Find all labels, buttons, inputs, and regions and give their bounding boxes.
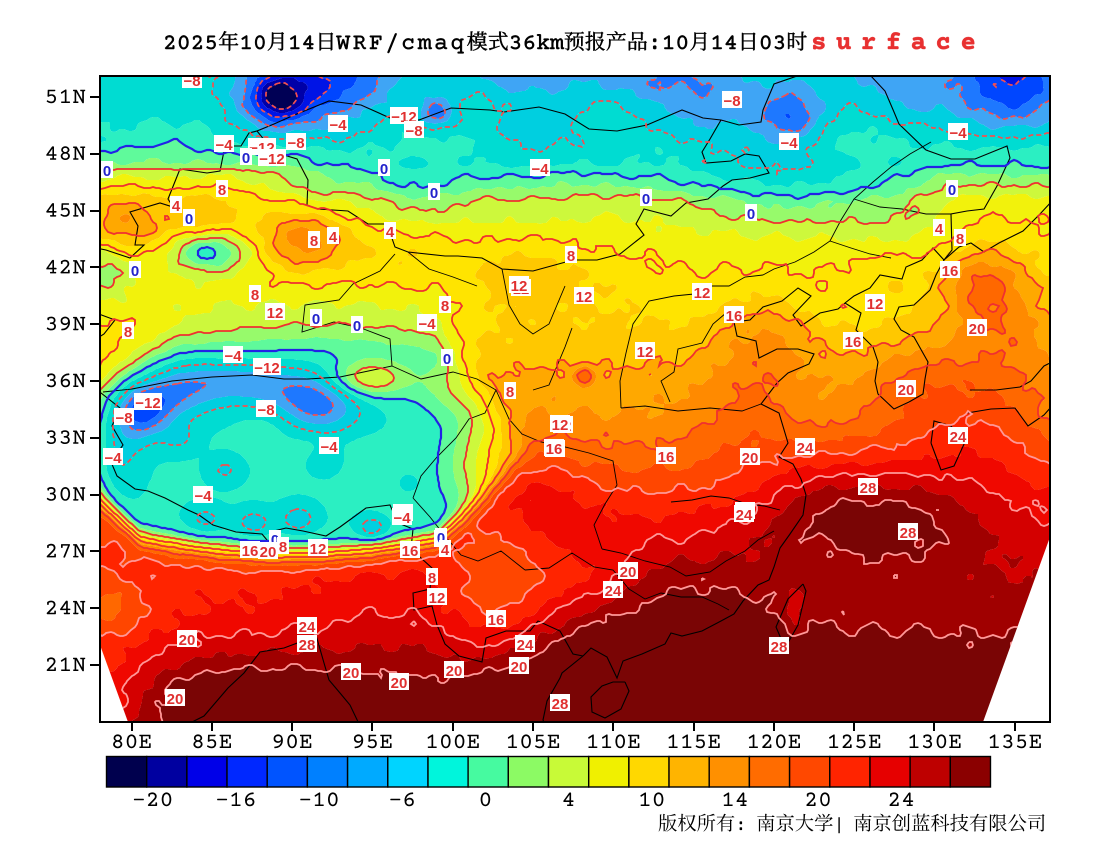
svg-text:0: 0 bbox=[443, 351, 451, 368]
svg-text:20: 20 bbox=[343, 665, 360, 682]
svg-text:0: 0 bbox=[242, 150, 250, 167]
svg-text:0: 0 bbox=[437, 530, 445, 547]
svg-text:0: 0 bbox=[312, 311, 320, 328]
svg-text:16: 16 bbox=[726, 308, 743, 325]
svg-text:−4: −4 bbox=[215, 137, 233, 154]
svg-text:8: 8 bbox=[567, 248, 575, 265]
svg-text:12: 12 bbox=[867, 296, 884, 313]
svg-text:20: 20 bbox=[391, 675, 408, 692]
svg-text:24: 24 bbox=[950, 429, 967, 446]
svg-text:−12: −12 bbox=[254, 360, 279, 377]
svg-text:−4: −4 bbox=[329, 117, 347, 134]
svg-text:28: 28 bbox=[552, 696, 569, 713]
svg-text:20: 20 bbox=[179, 632, 196, 649]
svg-text:8: 8 bbox=[251, 287, 259, 304]
svg-text:8: 8 bbox=[218, 182, 226, 199]
svg-text:28: 28 bbox=[771, 639, 788, 656]
svg-text:8: 8 bbox=[956, 231, 964, 248]
svg-text:4: 4 bbox=[329, 229, 338, 246]
svg-text:20: 20 bbox=[446, 663, 463, 680]
svg-text:0: 0 bbox=[131, 263, 139, 280]
svg-text:8: 8 bbox=[428, 570, 436, 587]
svg-text:−8: −8 bbox=[183, 73, 200, 90]
svg-text:16: 16 bbox=[845, 334, 862, 351]
svg-text:12: 12 bbox=[694, 285, 711, 302]
svg-text:0: 0 bbox=[353, 318, 361, 335]
svg-text:8: 8 bbox=[506, 384, 514, 401]
svg-text:0: 0 bbox=[271, 532, 279, 549]
svg-text:28: 28 bbox=[900, 525, 917, 542]
svg-text:4: 4 bbox=[935, 221, 944, 238]
svg-text:−12: −12 bbox=[135, 395, 160, 412]
svg-text:8: 8 bbox=[124, 324, 132, 341]
svg-text:12: 12 bbox=[576, 289, 593, 306]
svg-text:−4: −4 bbox=[531, 161, 549, 178]
svg-text:−4: −4 bbox=[104, 450, 122, 467]
svg-text:16: 16 bbox=[242, 543, 259, 560]
svg-text:12: 12 bbox=[429, 590, 446, 607]
svg-text:16: 16 bbox=[488, 612, 505, 629]
svg-text:24: 24 bbox=[517, 637, 534, 654]
svg-text:4: 4 bbox=[441, 542, 450, 559]
svg-text:0: 0 bbox=[747, 206, 755, 223]
svg-text:16: 16 bbox=[402, 543, 419, 560]
svg-text:0: 0 bbox=[103, 163, 111, 180]
svg-text:12: 12 bbox=[637, 344, 654, 361]
svg-text:8: 8 bbox=[441, 298, 449, 315]
svg-text:0: 0 bbox=[430, 185, 438, 202]
svg-text:−4: −4 bbox=[949, 125, 967, 142]
svg-text:−4: −4 bbox=[393, 510, 411, 527]
svg-text:28: 28 bbox=[299, 637, 316, 654]
svg-text:12: 12 bbox=[552, 417, 569, 434]
svg-text:−4: −4 bbox=[780, 135, 798, 152]
svg-text:24: 24 bbox=[797, 440, 814, 457]
svg-text:0: 0 bbox=[642, 191, 650, 208]
svg-text:−8: −8 bbox=[405, 123, 422, 140]
svg-text:−8: −8 bbox=[115, 410, 132, 427]
svg-text:16: 16 bbox=[942, 263, 959, 280]
svg-text:−8: −8 bbox=[287, 135, 304, 152]
svg-text:16: 16 bbox=[546, 441, 563, 458]
svg-text:0: 0 bbox=[948, 182, 956, 199]
svg-text:16: 16 bbox=[658, 449, 675, 466]
svg-text:24: 24 bbox=[299, 619, 316, 636]
svg-text:20: 20 bbox=[620, 564, 637, 581]
svg-text:4: 4 bbox=[386, 224, 395, 241]
svg-text:24: 24 bbox=[736, 507, 753, 524]
svg-text:−4: −4 bbox=[418, 316, 436, 333]
svg-text:−8: −8 bbox=[723, 93, 740, 110]
svg-text:20: 20 bbox=[167, 691, 184, 708]
svg-text:−4: −4 bbox=[320, 439, 338, 456]
svg-text:20: 20 bbox=[969, 321, 986, 338]
svg-text:4: 4 bbox=[172, 198, 181, 215]
svg-text:8: 8 bbox=[279, 539, 287, 556]
svg-text:20: 20 bbox=[511, 659, 528, 676]
svg-text:20: 20 bbox=[898, 382, 915, 399]
svg-text:0: 0 bbox=[380, 161, 388, 178]
svg-text:8: 8 bbox=[310, 233, 318, 250]
svg-text:−4: −4 bbox=[224, 348, 242, 365]
svg-text:0: 0 bbox=[185, 211, 193, 228]
svg-text:−4: −4 bbox=[194, 488, 212, 505]
svg-text:12: 12 bbox=[267, 305, 284, 322]
svg-text:−8: −8 bbox=[257, 402, 274, 419]
svg-text:20: 20 bbox=[260, 544, 277, 561]
svg-text:12: 12 bbox=[310, 541, 327, 558]
svg-text:20: 20 bbox=[742, 450, 759, 467]
svg-text:12: 12 bbox=[511, 278, 528, 295]
svg-text:−12: −12 bbox=[259, 151, 284, 168]
svg-text:28: 28 bbox=[860, 480, 877, 497]
svg-text:24: 24 bbox=[605, 583, 622, 600]
